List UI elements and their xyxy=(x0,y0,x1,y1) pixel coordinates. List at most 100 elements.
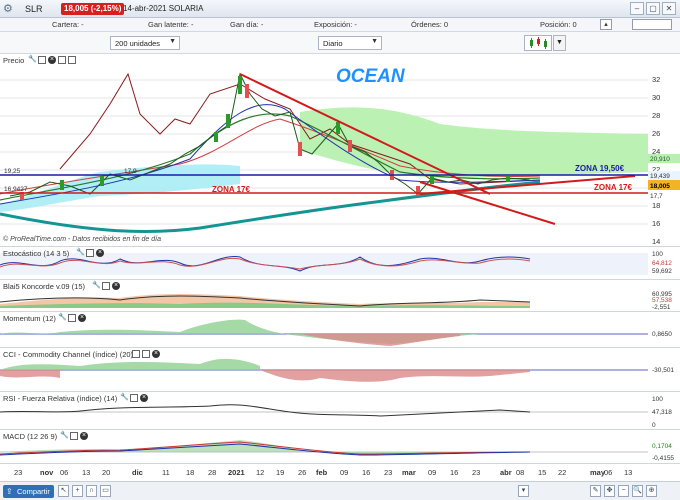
x-tick-label: 16 xyxy=(450,468,458,477)
close-icon[interactable]: × xyxy=(78,314,86,322)
zoom-in-icon[interactable]: 🔍 xyxy=(632,485,643,497)
trend-line-up xyxy=(419,175,636,195)
y-tick: 32 xyxy=(652,75,660,84)
units-select-value: 200 unidades xyxy=(115,39,161,48)
wrench-icon[interactable]: 🔧 xyxy=(120,394,129,401)
cursor-icon[interactable]: ↖ xyxy=(58,485,69,497)
wrench-icon[interactable]: 🔧 xyxy=(60,432,69,439)
close-icon[interactable]: × xyxy=(112,282,120,290)
period-select[interactable]: Diario ▼ xyxy=(318,36,382,50)
window-controls: – ▢ ✕ xyxy=(630,2,676,15)
wrench-icon[interactable]: 🔧 xyxy=(92,282,101,289)
date-name-label: 14-abr-2021 SOLARIA xyxy=(123,4,204,13)
units-select[interactable]: 200 unidades ▼ xyxy=(110,36,180,50)
chart-type-dropdown[interactable]: ▼ xyxy=(553,35,566,51)
wrench-icon[interactable]: 🔧 xyxy=(58,314,67,321)
chart-type-button[interactable] xyxy=(524,35,552,51)
close-icon[interactable]: × xyxy=(152,350,160,358)
chevron-down-icon: ▼ xyxy=(371,38,378,45)
close-icon[interactable]: × xyxy=(48,56,56,64)
level-17-9-label: 17,9 xyxy=(124,168,137,175)
x-tick-label: 23 xyxy=(14,468,22,477)
x-tick-label: feb xyxy=(316,468,328,477)
x-tick-label: 13 xyxy=(624,468,632,477)
y-tick: 59,692 xyxy=(652,268,672,275)
trend-line-down xyxy=(239,73,491,195)
price-panel-icons: 🔧 × xyxy=(28,56,76,64)
indicator-title: CCI - Commodity Channel (índice) (20) xyxy=(3,350,134,359)
close-icon[interactable]: × xyxy=(140,394,148,402)
chevron-down-icon: ▼ xyxy=(169,38,176,45)
dropdown-icon[interactable]: ▾ xyxy=(518,485,529,497)
rsi-panel: 100 47,318 0 RSI - Fuerza Relativa (índi… xyxy=(0,392,680,430)
y-tick: -0,4155 xyxy=(652,455,674,462)
x-tick-label: 09 xyxy=(340,468,348,477)
share-button[interactable]: ⇪ Compartir xyxy=(3,485,54,498)
indicator-icons: × xyxy=(132,350,160,358)
y-tick: 30 xyxy=(652,93,660,102)
options-box[interactable] xyxy=(632,19,672,30)
window-icon[interactable] xyxy=(86,249,94,257)
x-tick-label: 23 xyxy=(472,468,480,477)
window-icon[interactable] xyxy=(68,56,76,64)
price-tags: 20,910 19,439 18,005 17,7 xyxy=(648,154,680,200)
close-icon[interactable]: × xyxy=(80,432,88,440)
share-label: Compartir xyxy=(17,487,50,496)
x-tick-label: mar xyxy=(402,468,416,477)
zone-upper-label: ZONA 19,50€ xyxy=(575,164,625,173)
tools-icon[interactable]: ✎ xyxy=(590,485,601,497)
minimize-icon[interactable]: – xyxy=(630,2,644,15)
exposicion-label: Exposición: - xyxy=(314,20,357,29)
macd-panel: 0,1704 -0,4155 MACD (12 26 9) 🔧 × xyxy=(0,430,680,464)
stochastic-chart: 100 64,812 59,692 xyxy=(0,251,672,275)
tenkan-line xyxy=(0,113,541,201)
bottom-right-tools: ▾ xyxy=(518,485,529,497)
x-axis-labels: 23 nov 06 13 20 dic 11 18 28 2021 12 19 26 feb 09 16 23 m… xyxy=(14,468,632,477)
indicator-icons: 🔧 × xyxy=(58,314,86,322)
window-icon[interactable] xyxy=(38,56,46,64)
collapse-icon[interactable]: ▴ xyxy=(600,19,612,30)
x-tick-label: 09 xyxy=(428,468,436,477)
period-select-value: Diario xyxy=(323,39,343,48)
window-icon[interactable] xyxy=(142,350,150,358)
level-16-9427-label: 16,9427 xyxy=(4,186,28,193)
y-tick: 16 xyxy=(652,219,660,228)
magnet-icon[interactable]: ∩ xyxy=(86,485,97,497)
trend-line-fan xyxy=(419,181,556,225)
y-tick: 22 xyxy=(652,165,660,174)
x-tick-label: 16 xyxy=(362,468,370,477)
window-icon[interactable] xyxy=(70,432,78,440)
x-tick-label: 13 xyxy=(82,468,90,477)
gear-icon[interactable]: ⚙ xyxy=(3,3,13,15)
chart-toolbar: 200 unidades ▼ Diario ▼ ▼ xyxy=(0,32,680,54)
zoom-reset-icon[interactable]: ⊕ xyxy=(646,485,657,497)
cci-panel: -30,501 CCI - Commodity Channel (índice)… xyxy=(0,348,680,392)
window-icon[interactable] xyxy=(132,350,140,358)
wrench-icon[interactable]: 🔧 xyxy=(28,56,37,63)
window-icon[interactable] xyxy=(102,282,110,290)
bottom-left-tools: ↖ + ∩ ▭ xyxy=(58,485,111,497)
zoom-out-icon[interactable]: − xyxy=(618,485,629,497)
maximize-icon[interactable]: ▢ xyxy=(646,2,660,15)
crosshair-icon[interactable]: + xyxy=(72,485,83,497)
posicion-label: Posición: 0 xyxy=(540,20,577,29)
window-icon[interactable] xyxy=(130,394,138,402)
y-tick: 100 xyxy=(652,251,663,258)
close-icon[interactable]: ✕ xyxy=(662,2,676,15)
price-tag-lower: 17,7 xyxy=(650,193,663,200)
price-tag-cloud: 20,910 xyxy=(650,156,670,163)
wrench-icon[interactable]: 🔧 xyxy=(76,249,85,256)
y-tick: 47,318 xyxy=(652,409,672,416)
lock-icon[interactable]: ▭ xyxy=(100,485,111,497)
x-tick-label: 26 xyxy=(298,468,306,477)
y-tick: 26 xyxy=(652,129,660,138)
ichimoku-cloud-cyan xyxy=(0,164,240,212)
close-icon[interactable]: × xyxy=(96,249,104,257)
window-icon[interactable] xyxy=(68,314,76,322)
y-tick: 0,8650 xyxy=(652,331,672,338)
share-icon: ⇪ xyxy=(6,487,13,496)
x-tick-label: 12 xyxy=(256,468,264,477)
y-tick: 28 xyxy=(652,111,660,120)
move-icon[interactable]: ✥ xyxy=(604,485,615,497)
window-icon[interactable] xyxy=(58,56,66,64)
